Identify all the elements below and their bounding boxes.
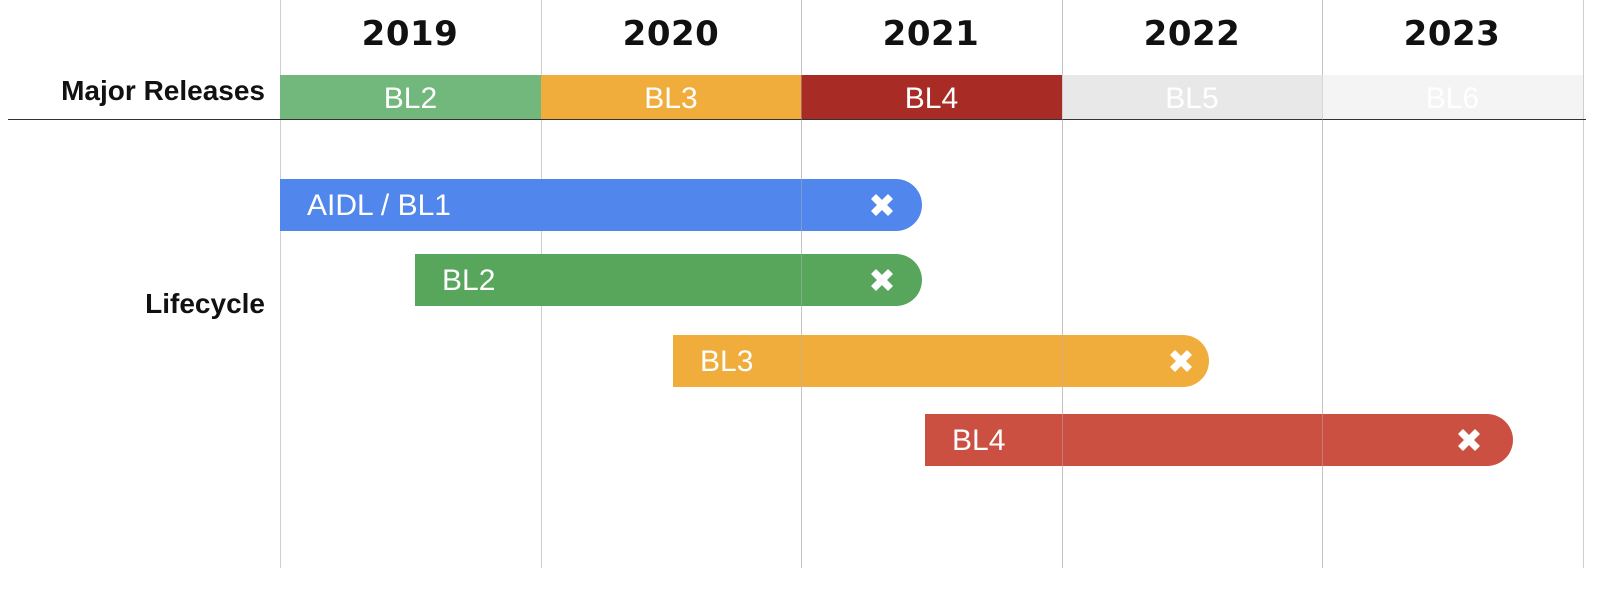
major-release-bl6: BL6	[1322, 75, 1583, 120]
grid-line	[280, 0, 281, 568]
major-releases-row-label: Major Releases	[61, 75, 265, 106]
major-release-label: BL3	[644, 82, 698, 115]
lifecycle-bar-label: BL3	[700, 345, 754, 378]
close-x-icon	[871, 194, 893, 216]
major-release-bl5: BL5	[1062, 75, 1322, 120]
lifecycle-bar-label: AIDL / BL1	[307, 189, 451, 222]
lifecycle-bar-bl3: BL3	[673, 335, 1209, 387]
lifecycle-bar-label: BL4	[952, 424, 1006, 457]
major-release-bl4: BL4	[801, 75, 1062, 120]
lifecycle-bar-aidl-bl1: AIDL / BL1	[280, 179, 922, 231]
lifecycle-bar-bl2: BL2	[415, 254, 922, 306]
grid-line	[1322, 0, 1323, 568]
header-divider	[8, 119, 1586, 120]
year-header-2023: 2023	[1403, 14, 1501, 54]
grid-line	[1062, 0, 1063, 568]
major-release-label: BL5	[1165, 82, 1219, 115]
major-release-label: BL6	[1425, 82, 1480, 115]
year-header-2021: 2021	[882, 14, 980, 54]
lifecycle-bar-bl4: BL4	[925, 414, 1513, 466]
lifecycle-row-label: Lifecycle	[145, 288, 265, 319]
grid-line	[1583, 0, 1584, 568]
major-release-bl3: BL3	[541, 75, 801, 120]
close-x-icon	[1170, 350, 1192, 372]
major-release-label: BL4	[904, 82, 959, 115]
year-header-2019: 2019	[361, 14, 459, 54]
lifecycle-bar-label: BL2	[442, 264, 496, 297]
major-release-label: BL2	[383, 82, 438, 115]
close-x-icon	[871, 269, 893, 291]
year-header-2020: 2020	[622, 14, 720, 54]
year-header-2022: 2022	[1143, 14, 1241, 54]
major-release-bl2: BL2	[280, 75, 541, 120]
close-x-icon	[1458, 429, 1480, 451]
